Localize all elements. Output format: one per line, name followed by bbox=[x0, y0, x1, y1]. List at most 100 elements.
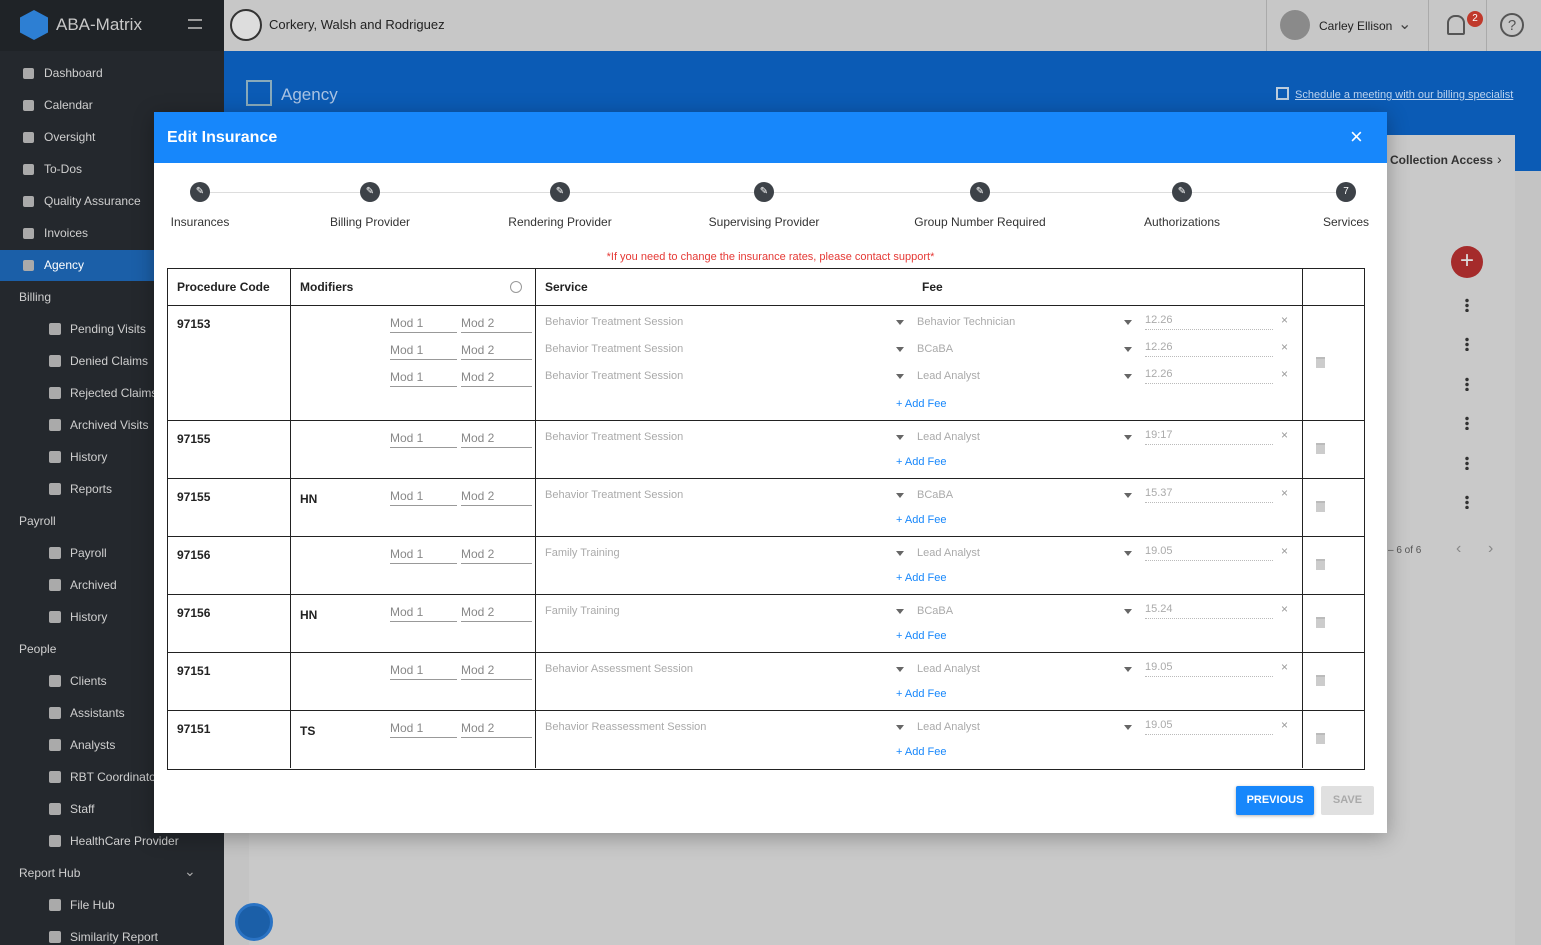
schedule-link[interactable]: Schedule a meeting with our billing spec… bbox=[1295, 89, 1514, 101]
row-menu[interactable] bbox=[1465, 377, 1469, 391]
fee-input[interactable]: 19.05 bbox=[1145, 544, 1273, 561]
clear-fee[interactable]: × bbox=[1281, 718, 1289, 732]
clear-fee[interactable]: × bbox=[1281, 428, 1289, 442]
nav-item[interactable]: Staff bbox=[70, 802, 95, 816]
chat-button[interactable] bbox=[235, 903, 273, 941]
user-menu-chevron[interactable]: ⌄ bbox=[1398, 16, 1412, 33]
dropdown-arrow[interactable] bbox=[896, 347, 904, 356]
provider-select[interactable]: BCaBA bbox=[917, 489, 954, 501]
dropdown-arrow[interactable] bbox=[896, 435, 904, 444]
service-select[interactable]: Behavior Treatment Session bbox=[545, 489, 684, 501]
fee-input[interactable]: 19.05 bbox=[1145, 718, 1273, 735]
nav-item[interactable]: Reports bbox=[70, 482, 113, 496]
dropdown-arrow[interactable] bbox=[896, 320, 904, 329]
fee-input[interactable]: 15.24 bbox=[1145, 602, 1273, 619]
service-select[interactable]: Behavior Treatment Session bbox=[545, 370, 684, 382]
dropdown-arrow[interactable] bbox=[1124, 667, 1132, 676]
nav-item[interactable]: History bbox=[70, 610, 108, 624]
fee-input[interactable]: 15.37 bbox=[1145, 486, 1273, 503]
step-icon[interactable]: ✎ bbox=[754, 182, 774, 202]
nav-item[interactable]: Dashboard bbox=[44, 66, 103, 80]
nav-item[interactable]: Pending Visits bbox=[70, 322, 146, 336]
fee-input[interactable]: 12.26 bbox=[1145, 340, 1273, 357]
nav-item[interactable]: Rejected Claims bbox=[70, 386, 158, 400]
delete-row[interactable] bbox=[1316, 733, 1325, 744]
org-name[interactable]: Corkery, Walsh and Rodriguez bbox=[269, 17, 445, 32]
save-button[interactable]: SAVE bbox=[1321, 786, 1374, 815]
dropdown-arrow[interactable] bbox=[1124, 374, 1132, 383]
nav-item[interactable]: Archived Visits bbox=[70, 418, 149, 432]
provider-select[interactable]: Lead Analyst bbox=[917, 547, 980, 559]
nav-item[interactable]: Analysts bbox=[70, 738, 116, 752]
mod1-input[interactable]: Mod 1 bbox=[390, 605, 457, 622]
delete-row[interactable] bbox=[1316, 356, 1325, 368]
provider-select[interactable]: Lead Analyst bbox=[917, 663, 980, 675]
delete-row[interactable] bbox=[1316, 675, 1325, 686]
mod2-input[interactable]: Mod 2 bbox=[461, 605, 532, 622]
clear-fee[interactable]: × bbox=[1281, 544, 1289, 558]
provider-select[interactable]: Lead Analyst bbox=[917, 721, 980, 733]
user-name[interactable]: Carley Ellison bbox=[1319, 19, 1393, 33]
dropdown-arrow[interactable] bbox=[896, 551, 904, 560]
nav-item[interactable]: Clients bbox=[70, 674, 107, 688]
service-select[interactable]: Behavior Treatment Session bbox=[545, 431, 684, 443]
mod1-input[interactable]: Mod 1 bbox=[390, 431, 457, 448]
service-select[interactable]: Behavior Assessment Session bbox=[545, 663, 693, 675]
previous-button[interactable]: PREVIOUS bbox=[1236, 786, 1314, 815]
add-fee[interactable]: + Add Fee bbox=[896, 456, 947, 468]
tab-next[interactable]: › bbox=[1497, 151, 1502, 167]
nav-section[interactable]: Payroll bbox=[19, 514, 56, 528]
dropdown-arrow[interactable] bbox=[896, 493, 904, 502]
clear-fee[interactable]: × bbox=[1281, 486, 1289, 500]
add-button[interactable]: + bbox=[1451, 246, 1483, 278]
provider-select[interactable]: Lead Analyst bbox=[917, 431, 980, 443]
mod2-input[interactable]: Mod 2 bbox=[461, 370, 532, 387]
mod2-input[interactable]: Mod 2 bbox=[461, 547, 532, 564]
clear-fee[interactable]: × bbox=[1281, 367, 1289, 381]
nav-item[interactable]: History bbox=[70, 450, 108, 464]
mod1-input[interactable]: Mod 1 bbox=[390, 721, 457, 738]
service-select[interactable]: Behavior Treatment Session bbox=[545, 343, 684, 355]
add-fee[interactable]: + Add Fee bbox=[896, 746, 947, 758]
dropdown-arrow[interactable] bbox=[1124, 493, 1132, 502]
service-select[interactable]: Family Training bbox=[545, 605, 620, 617]
nav-section[interactable]: Billing bbox=[19, 290, 52, 304]
fee-input[interactable]: 19:17 bbox=[1145, 428, 1273, 445]
avatar[interactable] bbox=[1280, 10, 1310, 40]
service-select[interactable]: Behavior Reassessment Session bbox=[545, 721, 707, 733]
nav-section[interactable]: People bbox=[19, 642, 57, 656]
row-menu[interactable] bbox=[1465, 337, 1469, 351]
step-label[interactable]: Supervising Provider bbox=[708, 215, 820, 229]
dropdown-arrow[interactable] bbox=[896, 667, 904, 676]
nav-item[interactable]: Calendar bbox=[44, 98, 93, 112]
mod1-input[interactable]: Mod 1 bbox=[390, 489, 457, 506]
dropdown-arrow[interactable] bbox=[1124, 320, 1132, 329]
delete-row[interactable] bbox=[1316, 443, 1325, 454]
provider-select[interactable]: BCaBA bbox=[917, 343, 954, 355]
delete-row[interactable] bbox=[1316, 617, 1325, 628]
dropdown-arrow[interactable] bbox=[1124, 725, 1132, 734]
step-label[interactable]: Rendering Provider bbox=[508, 215, 612, 229]
mod1-input[interactable]: Mod 1 bbox=[390, 370, 457, 387]
clear-fee[interactable]: × bbox=[1281, 602, 1289, 616]
prev-page[interactable]: ‹ bbox=[1456, 540, 1462, 557]
fee-input[interactable]: 12.26 bbox=[1145, 367, 1273, 384]
provider-select[interactable]: Lead Analyst bbox=[917, 370, 980, 382]
mod1-input[interactable]: Mod 1 bbox=[390, 663, 457, 680]
service-select[interactable]: Family Training bbox=[545, 547, 620, 559]
step-label[interactable]: Group Number Required bbox=[914, 215, 1046, 229]
menu-toggle[interactable] bbox=[188, 19, 202, 29]
mod2-input[interactable]: Mod 2 bbox=[461, 489, 532, 506]
notifications[interactable] bbox=[1447, 15, 1465, 35]
step-icon[interactable]: 7 bbox=[1336, 182, 1356, 202]
nav-item[interactable]: Denied Claims bbox=[70, 354, 149, 368]
mod1-input[interactable]: Mod 1 bbox=[390, 547, 457, 564]
step-icon[interactable]: ✎ bbox=[970, 182, 990, 202]
nav-item[interactable]: Assistants bbox=[70, 706, 125, 720]
clear-fee[interactable]: × bbox=[1281, 660, 1289, 674]
add-fee[interactable]: + Add Fee bbox=[896, 398, 947, 410]
clear-fee[interactable]: × bbox=[1281, 313, 1289, 327]
nav-item[interactable]: File Hub bbox=[70, 898, 115, 912]
next-page[interactable]: › bbox=[1488, 540, 1494, 557]
step-icon[interactable]: ✎ bbox=[360, 182, 380, 202]
